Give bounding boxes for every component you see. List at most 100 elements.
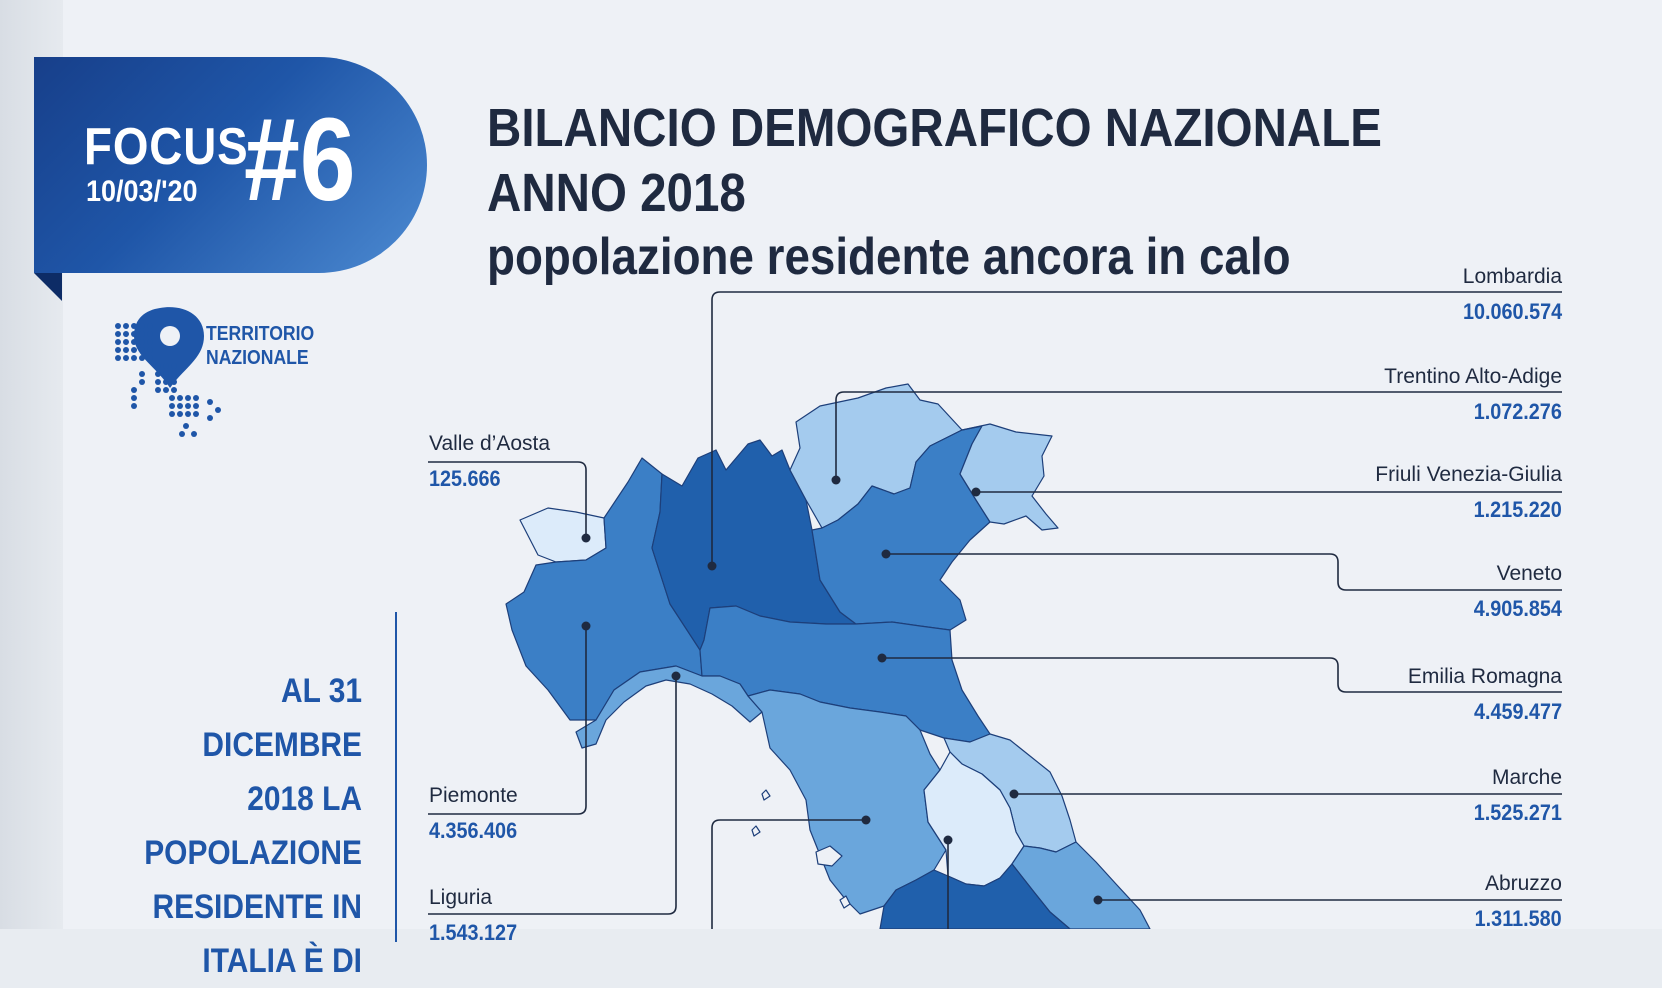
label-friuli: Friuli Venezia-Giulia 1.215.220 <box>1375 463 1562 523</box>
logo-dot <box>177 403 183 409</box>
logo-dot <box>147 331 153 337</box>
region-name: Piemonte <box>429 784 518 807</box>
marker-abruzzo <box>1093 895 1103 905</box>
logo-line-2: NAZIONALE <box>206 347 309 369</box>
island-small-3 <box>839 895 851 909</box>
logo-dot <box>215 407 221 413</box>
logo-dot <box>193 395 199 401</box>
leader-lombardia <box>711 291 1562 566</box>
intro-line-4: RESIDENTE IN <box>152 888 362 926</box>
region-name: Abruzzo <box>1484 872 1562 895</box>
logo-dot <box>131 395 137 401</box>
logo-dot <box>163 363 169 369</box>
marker-veneto <box>881 549 891 559</box>
logo-dot <box>171 387 177 393</box>
logo-dot <box>131 339 137 345</box>
label-emilia: Emilia Romagna 4.459.477 <box>1408 665 1562 725</box>
logo-dot <box>193 403 199 409</box>
region-lazio <box>879 863 1071 929</box>
logo-dot <box>147 339 153 345</box>
logo-dot <box>131 403 137 409</box>
logo-dot <box>147 347 153 353</box>
region-name: Veneto <box>1496 562 1562 585</box>
logo-text: TERRITORIO NAZIONALE <box>206 322 314 370</box>
logo-dot <box>155 387 161 393</box>
logo-dot <box>115 355 121 361</box>
island-elba <box>815 845 843 867</box>
island-small <box>761 789 771 801</box>
marker-piemonte <box>581 621 591 631</box>
title-line-1: BILANCIO DEMOGRAFICO NAZIONALE ANNO 2018 <box>487 98 1382 223</box>
logo-dot <box>169 411 175 417</box>
label-lombardia: Lombardia 10.060.574 <box>1452 265 1562 325</box>
logo-dot <box>131 347 137 353</box>
label-marche: Marche 1.525.271 <box>1464 766 1562 826</box>
leader-trentino <box>835 391 1562 480</box>
leader-toscana <box>711 819 866 929</box>
region-name: Lombardia <box>1462 265 1562 288</box>
logo-dot <box>123 355 129 361</box>
marker-liguria <box>671 671 681 681</box>
leader-veneto <box>886 553 1562 591</box>
region-name: Trentino Alto-Adige <box>1384 365 1562 388</box>
region-friuli <box>959 423 1059 531</box>
label-valle-aosta: Valle d’Aosta 125.666 <box>429 432 550 492</box>
marker-marche <box>1009 789 1019 799</box>
logo-dot <box>131 323 137 329</box>
logo-dot <box>177 411 183 417</box>
region-value: 1.311.580 <box>1474 906 1562 931</box>
logo-dot <box>169 403 175 409</box>
logo-dot <box>163 371 169 377</box>
logo-dot <box>163 387 169 393</box>
logo-dot <box>123 347 129 353</box>
logo-dot <box>207 399 213 405</box>
island-small-2 <box>751 825 761 837</box>
region-value: 4.459.477 <box>1473 699 1562 724</box>
logo-dot <box>155 379 161 385</box>
region-value: 125.666 <box>429 466 501 491</box>
logo-dot <box>131 331 137 337</box>
logo-dot <box>171 371 177 377</box>
marker-friuli <box>971 487 981 497</box>
logo-dot <box>115 323 121 329</box>
region-valle-aosta <box>519 507 607 563</box>
italy-dots-logo-icon <box>115 307 221 437</box>
logo-dot <box>185 403 191 409</box>
logo-dot <box>123 331 129 337</box>
logo-dot <box>139 355 145 361</box>
logo-dot <box>155 371 161 377</box>
logo-dot <box>115 331 121 337</box>
logo-dot <box>115 347 121 353</box>
focus-badge: FOCUS 10/03/'20 #6 <box>34 57 427 273</box>
marker-lombardia <box>707 561 717 571</box>
logo-line-1: TERRITORIO <box>206 323 315 345</box>
leader-liguria <box>428 676 677 915</box>
region-name: Valle d’Aosta <box>429 432 551 455</box>
region-value: 4.356.406 <box>429 818 518 843</box>
focus-date: 10/03/'20 <box>86 175 198 208</box>
page-title: BILANCIO DEMOGRAFICO NAZIONALE ANNO 2018… <box>487 96 1521 288</box>
region-value: 4.905.854 <box>1473 596 1562 621</box>
logo-dot <box>123 339 129 345</box>
logo-dot <box>183 423 189 429</box>
logo-dot <box>169 395 175 401</box>
region-value: 1.215.220 <box>1473 497 1562 522</box>
logo-dot <box>155 363 161 369</box>
logo-dot <box>177 395 183 401</box>
region-liguria <box>575 665 763 749</box>
label-trentino: Trentino Alto-Adige 1.072.276 <box>1384 365 1562 425</box>
logo-dot <box>147 355 153 361</box>
region-name: Marche <box>1491 766 1562 789</box>
region-name: Liguria <box>429 886 493 909</box>
region-name: Friuli Venezia-Giulia <box>1375 463 1562 486</box>
badge-fold <box>34 273 62 301</box>
logo-dot <box>139 379 145 385</box>
leader-piemonte <box>428 626 587 815</box>
logo-dot <box>185 411 191 417</box>
logo-dot <box>131 355 137 361</box>
logo-dot <box>207 415 213 421</box>
logo-dot <box>139 339 145 345</box>
logo-dot <box>193 411 199 417</box>
logo-dot <box>139 347 145 353</box>
logo-dot <box>139 331 145 337</box>
